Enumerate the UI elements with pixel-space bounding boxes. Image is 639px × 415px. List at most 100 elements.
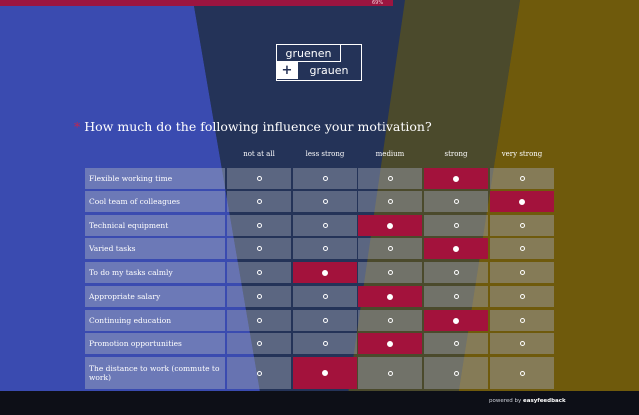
- column-header: less strong: [305, 150, 345, 158]
- radio-option[interactable]: [424, 286, 488, 307]
- radio-option[interactable]: [490, 333, 554, 354]
- footer: powered by easyfeedback: [0, 391, 639, 415]
- radio-option[interactable]: [490, 215, 554, 236]
- radio-option[interactable]: [293, 168, 357, 189]
- radio-option[interactable]: [358, 286, 422, 307]
- radio-empty-icon: [387, 270, 393, 275]
- logo-line1: gruenen: [277, 45, 341, 62]
- radio-empty-icon: [256, 341, 262, 346]
- radio-empty-icon: [322, 223, 328, 228]
- row-label: Continuing education: [85, 310, 225, 331]
- radio-option[interactable]: [293, 333, 357, 354]
- radio-option[interactable]: [227, 310, 291, 331]
- radio-option[interactable]: [358, 238, 422, 259]
- radio-option[interactable]: [424, 168, 488, 189]
- radio-option[interactable]: [293, 310, 357, 331]
- radio-option[interactable]: [358, 191, 422, 212]
- progress-bar: [0, 0, 393, 6]
- radio-option[interactable]: [227, 168, 291, 189]
- radio-option[interactable]: [424, 357, 488, 389]
- radio-selected-icon: [453, 317, 459, 324]
- radio-option[interactable]: [490, 357, 554, 389]
- radio-option[interactable]: [490, 168, 554, 189]
- radio-option[interactable]: [227, 333, 291, 354]
- radio-option[interactable]: [424, 310, 488, 331]
- radio-option[interactable]: [424, 262, 488, 283]
- radio-empty-icon: [387, 176, 393, 181]
- radio-empty-icon: [256, 270, 262, 275]
- required-asterisk: *: [74, 119, 81, 134]
- powered-by-prefix: powered by: [489, 398, 522, 404]
- radio-empty-icon: [387, 246, 393, 251]
- radio-option[interactable]: [490, 238, 554, 259]
- radio-empty-icon: [519, 176, 525, 181]
- column-header: very strong: [501, 150, 543, 158]
- radio-empty-icon: [322, 176, 328, 181]
- radio-empty-icon: [519, 246, 525, 251]
- radio-option[interactable]: [490, 310, 554, 331]
- row-label: Varied tasks: [85, 238, 225, 259]
- matrix-row: Technical equipment: [85, 215, 555, 236]
- radio-empty-icon: [322, 199, 328, 204]
- radio-empty-icon: [519, 341, 525, 346]
- radio-empty-icon: [256, 294, 262, 299]
- question-text: How much do the following influence your…: [84, 119, 432, 134]
- radio-option[interactable]: [293, 215, 357, 236]
- radio-empty-icon: [322, 294, 328, 299]
- radio-option[interactable]: [293, 238, 357, 259]
- radio-selected-icon: [519, 198, 525, 205]
- radio-option[interactable]: [227, 286, 291, 307]
- radio-empty-icon: [519, 223, 525, 228]
- powered-by: powered by easyfeedback: [489, 398, 566, 404]
- radio-option[interactable]: [424, 215, 488, 236]
- radio-option[interactable]: [293, 286, 357, 307]
- column-header: medium: [375, 150, 405, 158]
- powered-by-brand: easyfeedback: [523, 398, 566, 404]
- radio-empty-icon: [519, 370, 525, 376]
- radio-empty-icon: [256, 199, 262, 204]
- radio-empty-icon: [453, 341, 459, 346]
- radio-option[interactable]: [293, 357, 357, 389]
- radio-option[interactable]: [424, 333, 488, 354]
- radio-empty-icon: [322, 246, 328, 251]
- radio-empty-icon: [256, 176, 262, 181]
- radio-empty-icon: [322, 318, 328, 323]
- radio-empty-icon: [256, 246, 262, 251]
- radio-empty-icon: [387, 199, 393, 204]
- radio-option[interactable]: [358, 168, 422, 189]
- radio-option[interactable]: [358, 333, 422, 354]
- radio-option[interactable]: [227, 191, 291, 212]
- radio-option[interactable]: [227, 238, 291, 259]
- radio-option[interactable]: [293, 262, 357, 283]
- radio-selected-icon: [453, 175, 459, 182]
- radio-option[interactable]: [424, 238, 488, 259]
- radio-option[interactable]: [358, 215, 422, 236]
- gruenen-grauen-logo: gruenen + grauen: [276, 44, 362, 81]
- radio-empty-icon: [256, 318, 262, 323]
- matrix-row: Continuing education: [85, 310, 555, 331]
- row-label: Appropriate salary: [85, 286, 225, 307]
- radio-option[interactable]: [358, 262, 422, 283]
- logo-line2: grauen: [309, 64, 349, 77]
- radio-option[interactable]: [227, 357, 291, 389]
- row-label: Cool team of colleagues: [85, 191, 225, 212]
- radio-selected-icon: [387, 222, 393, 229]
- radio-option[interactable]: [358, 310, 422, 331]
- radio-option[interactable]: [227, 215, 291, 236]
- radio-option[interactable]: [424, 191, 488, 212]
- matrix-row: The distance to work (commute to work): [85, 357, 555, 389]
- radio-option[interactable]: [490, 262, 554, 283]
- column-header: not at all: [243, 150, 275, 158]
- radio-option[interactable]: [358, 357, 422, 389]
- radio-option[interactable]: [490, 191, 554, 212]
- radio-option[interactable]: [490, 286, 554, 307]
- radio-empty-icon: [453, 270, 459, 275]
- radio-option[interactable]: [227, 262, 291, 283]
- row-label: Technical equipment: [85, 215, 225, 236]
- matrix-row: Varied tasks: [85, 238, 555, 259]
- row-label: Promotion opportunities: [85, 333, 225, 354]
- radio-selected-icon: [387, 293, 393, 300]
- radio-option[interactable]: [293, 191, 357, 212]
- question-title: * How much do the following influence you…: [74, 119, 432, 134]
- matrix-row: Appropriate salary: [85, 286, 555, 307]
